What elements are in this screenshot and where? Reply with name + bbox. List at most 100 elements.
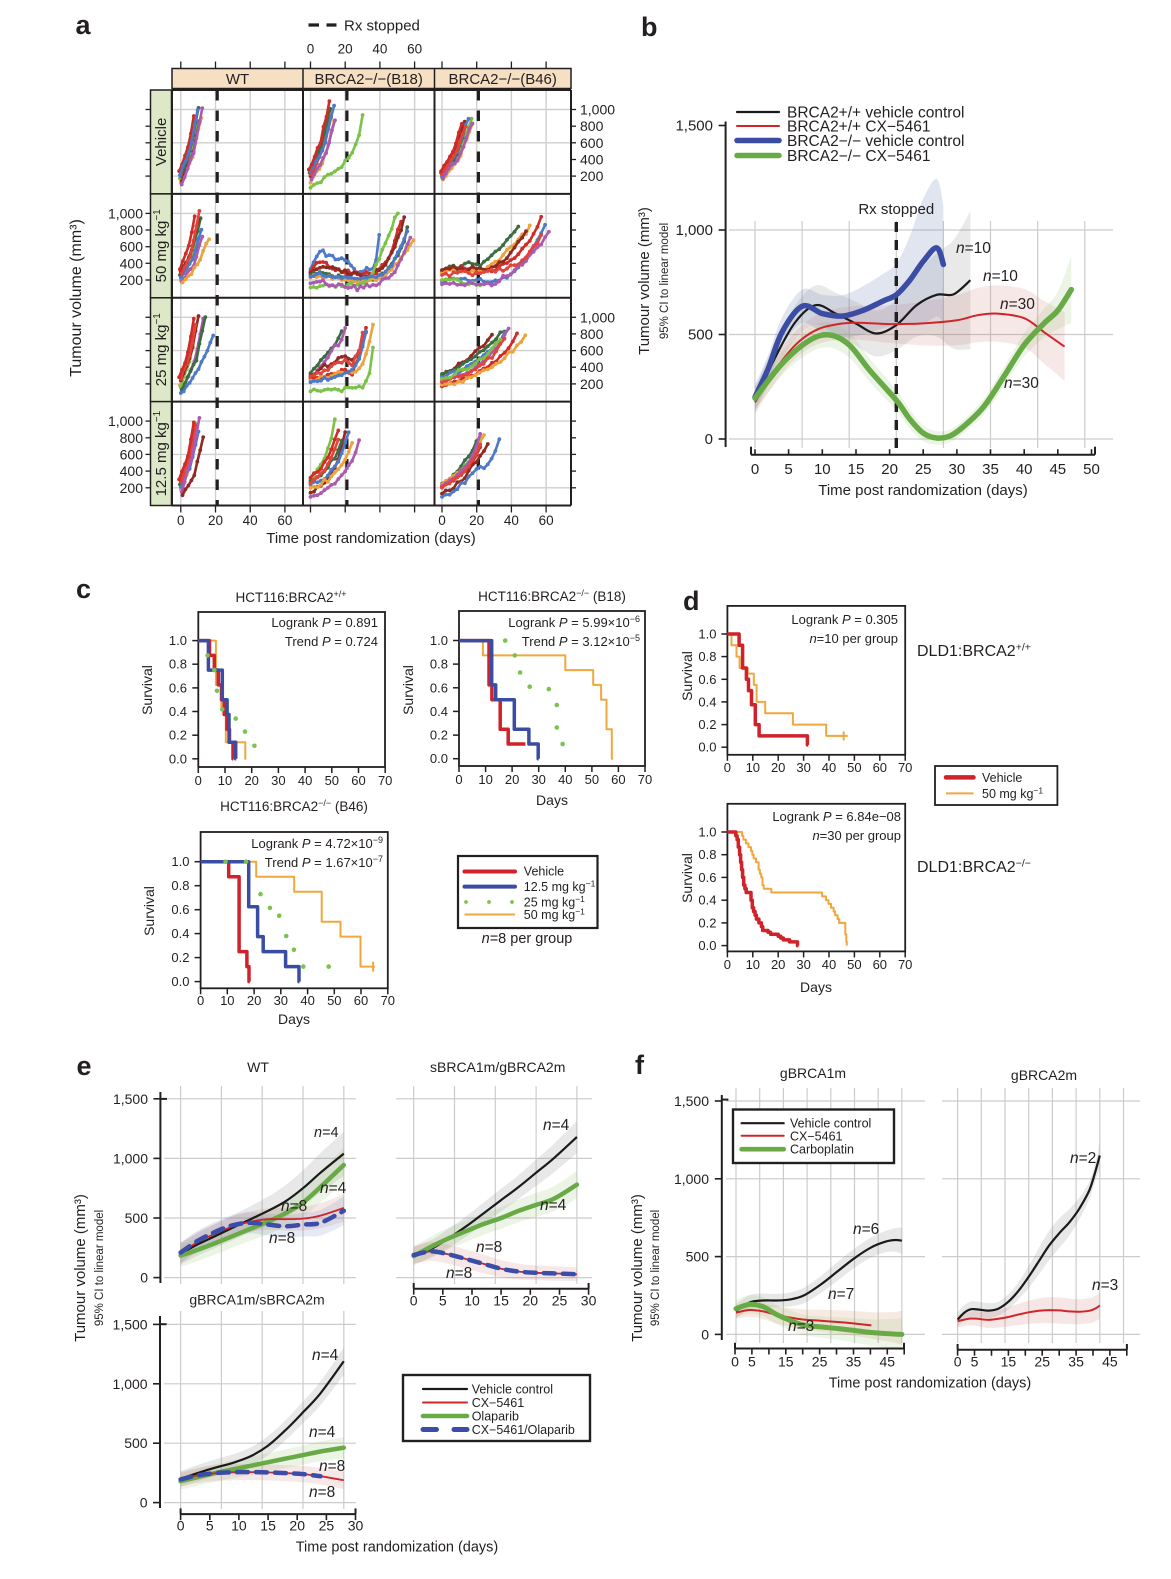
svg-text:CX−5461: CX−5461 [472,1396,525,1410]
svg-text:40: 40 [504,513,519,528]
svg-text:0: 0 [701,1326,709,1342]
svg-text:40: 40 [243,513,258,528]
svg-text:30: 30 [796,957,810,972]
svg-text:1,000: 1,000 [675,222,713,239]
svg-text:n=8: n=8 [281,1198,307,1215]
svg-text:0.2: 0.2 [169,728,187,743]
svg-text:1,000: 1,000 [580,102,615,118]
svg-text:30: 30 [271,773,285,788]
svg-text:1,000: 1,000 [113,1376,148,1392]
svg-text:600: 600 [580,343,604,359]
svg-text:Logrank P = 5.99×10−6: Logrank P = 5.99×10−6 [508,614,640,630]
svg-text:25 mg kg−1: 25 mg kg−1 [152,313,170,387]
svg-text:Days: Days [278,1011,310,1027]
svg-text:WT: WT [247,1059,269,1075]
svg-text:0: 0 [954,1353,962,1369]
svg-text:20: 20 [469,513,484,528]
svg-text:0.4: 0.4 [171,926,189,941]
svg-text:60: 60 [873,760,887,775]
svg-text:Survival: Survival [141,886,157,936]
svg-text:HCT116:BRCA2−/− (B46): HCT116:BRCA2−/− (B46) [220,798,368,814]
svg-text:0.4: 0.4 [698,694,716,709]
svg-text:BRCA2−/−(B18): BRCA2−/−(B18) [315,71,423,88]
svg-text:n=3: n=3 [1092,1277,1118,1294]
svg-text:1,000: 1,000 [580,309,615,325]
svg-text:1,000: 1,000 [108,205,143,221]
svg-text:20: 20 [771,760,785,775]
svg-text:n=30: n=30 [1004,375,1039,392]
svg-text:Carboplatin: Carboplatin [790,1143,854,1157]
svg-text:25: 25 [812,1353,828,1369]
svg-text:10: 10 [231,1518,247,1534]
svg-text:0.8: 0.8 [698,847,716,862]
svg-text:BRCA2−/−(B46): BRCA2−/−(B46) [449,71,557,88]
svg-text:Logrank P = 0.891: Logrank P = 0.891 [271,615,378,630]
svg-text:1,500: 1,500 [675,118,713,135]
svg-text:20: 20 [881,461,898,478]
svg-text:Tumour volume (mm³): Tumour volume (mm³) [629,1194,646,1342]
svg-text:0.4: 0.4 [698,893,716,908]
svg-text:400: 400 [580,152,604,168]
svg-text:15: 15 [848,461,865,478]
svg-text:5: 5 [748,1353,756,1369]
svg-text:200: 200 [580,168,604,184]
svg-text:0.0: 0.0 [171,974,189,989]
svg-text:500: 500 [686,1249,710,1265]
svg-text:n=4: n=4 [543,1117,570,1134]
svg-text:n=30 per group: n=30 per group [812,828,901,843]
svg-text:400: 400 [580,359,604,375]
svg-text:gBRCA1m: gBRCA1m [780,1065,846,1081]
svg-text:Trend P = 3.12×10−5: Trend P = 3.12×10−5 [522,633,640,649]
svg-text:HCT116:BRCA2−/− (B18): HCT116:BRCA2−/− (B18) [478,588,626,604]
svg-text:20: 20 [247,993,261,1008]
svg-text:0.8: 0.8 [698,649,716,664]
svg-text:n=10: n=10 [983,268,1018,285]
svg-text:0: 0 [455,772,462,787]
svg-text:20: 20 [208,513,223,528]
svg-text:70: 70 [381,993,395,1008]
svg-text:n=8: n=8 [319,1458,345,1475]
svg-text:600: 600 [120,239,144,255]
svg-text:Days: Days [536,792,568,808]
svg-text:0.6: 0.6 [430,680,448,695]
svg-text:70: 70 [898,760,912,775]
svg-text:0.2: 0.2 [698,717,716,732]
svg-text:f: f [635,1050,645,1080]
svg-text:n=3: n=3 [788,1318,814,1335]
svg-text:1.0: 1.0 [169,633,187,648]
svg-text:5: 5 [971,1353,979,1369]
svg-text:60: 60 [354,993,368,1008]
svg-text:n=6: n=6 [853,1221,879,1238]
svg-text:0.0: 0.0 [698,740,716,755]
svg-text:25 mg kg−1: 25 mg kg−1 [524,894,585,910]
svg-text:10: 10 [478,772,492,787]
svg-text:gBRCA1m/sBRCA2m: gBRCA1m/sBRCA2m [189,1292,324,1308]
svg-text:0.2: 0.2 [698,915,716,930]
svg-text:500: 500 [688,327,713,344]
svg-text:0: 0 [177,1518,185,1534]
svg-text:0: 0 [177,513,185,528]
svg-text:Rx stopped: Rx stopped [344,18,420,35]
svg-text:15: 15 [260,1518,276,1534]
svg-text:Logrank P = 4.72×10−9: Logrank P = 4.72×10−9 [251,835,383,851]
svg-text:a: a [76,10,92,40]
svg-text:0: 0 [751,461,759,478]
svg-text:12.5 mg kg−1: 12.5 mg kg−1 [524,879,596,895]
svg-text:5: 5 [206,1518,214,1534]
svg-text:Survival: Survival [679,651,695,701]
svg-text:40: 40 [298,773,312,788]
svg-text:1,000: 1,000 [113,1150,148,1166]
svg-text:Logrank P = 6.84e−08: Logrank P = 6.84e−08 [772,809,901,824]
svg-text:1,500: 1,500 [113,1316,148,1332]
svg-text:HCT116:BRCA2+/+: HCT116:BRCA2+/+ [235,589,346,605]
svg-text:0: 0 [724,957,731,972]
svg-text:BRCA2−/− CX−5461: BRCA2−/− CX−5461 [787,148,930,165]
svg-text:200: 200 [120,480,144,496]
svg-text:0.0: 0.0 [698,938,716,953]
svg-text:n=4: n=4 [320,1180,347,1197]
svg-text:50 mg kg−1: 50 mg kg−1 [524,907,585,923]
svg-text:e: e [77,1051,92,1081]
svg-text:10: 10 [746,957,760,972]
svg-text:1.0: 1.0 [698,825,716,840]
svg-text:BRCA2−/− vehicle control: BRCA2−/− vehicle control [787,133,964,150]
